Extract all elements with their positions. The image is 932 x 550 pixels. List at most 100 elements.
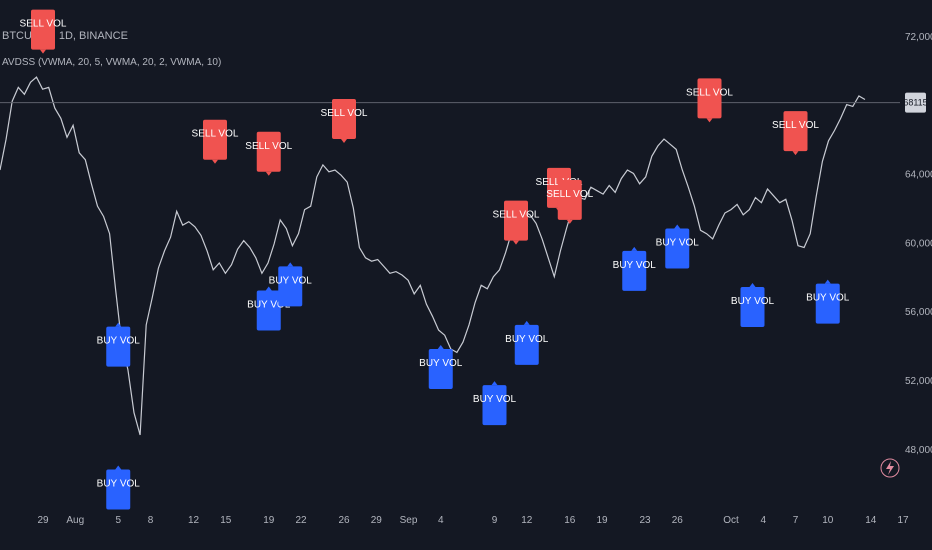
- signal-box: [783, 111, 808, 152]
- sell-signal-7: SELL VOL: [321, 99, 368, 144]
- signal-pointer: [491, 381, 498, 386]
- x-tick-label-8: 26: [338, 515, 350, 526]
- x-tick-label-4: 12: [188, 515, 200, 526]
- signal-box: [514, 324, 539, 365]
- signal-label: BUY VOL: [269, 275, 313, 286]
- signal-pointer: [265, 171, 272, 176]
- x-tick-label-20: 7: [793, 515, 799, 526]
- buy-signal-11: BUY VOL: [505, 320, 549, 365]
- signal-pointer: [749, 283, 756, 288]
- signal-pointer: [437, 344, 444, 349]
- y-tick-label-2: 60,000.0: [905, 238, 932, 249]
- x-tick-label-22: 14: [865, 515, 877, 526]
- signal-label: BUY VOL: [473, 394, 517, 405]
- x-tick-label-2: 5: [115, 515, 121, 526]
- signal-box: [256, 131, 281, 172]
- sell-signal-0: SELL VOL: [20, 9, 67, 54]
- signal-pointer: [674, 224, 681, 229]
- current-price-box-bg: [905, 92, 926, 113]
- price-series-line: [0, 76, 866, 436]
- signal-pointer: [792, 151, 799, 156]
- current-price-box-label: 68115: [903, 98, 927, 108]
- x-tick-label-15: 19: [596, 515, 608, 526]
- signal-label: SELL VOL: [192, 129, 239, 140]
- x-tick-label-13: 12: [521, 515, 533, 526]
- x-tick-label-18: Oct: [723, 515, 739, 526]
- signal-box: [504, 200, 528, 241]
- sell-signal-3: SELL VOL: [192, 119, 239, 164]
- sell-signal-10: SELL VOL: [493, 200, 540, 245]
- signal-pointer: [115, 322, 122, 327]
- x-tick-label-11: 4: [438, 515, 444, 526]
- signal-pointer: [115, 465, 122, 470]
- signal-box: [106, 326, 131, 367]
- signal-pointer: [706, 118, 713, 123]
- signal-label: BUY VOL: [97, 478, 141, 489]
- buy-signal-19: BUY VOL: [806, 279, 850, 324]
- signal-label: BUY VOL: [806, 293, 850, 304]
- signal-pointer: [287, 262, 294, 267]
- signal-pointer: [341, 139, 347, 144]
- current-price-box: 68115: [903, 92, 928, 113]
- signal-label: SELL VOL: [546, 189, 593, 200]
- y-tick-label-5: 48,000.0: [905, 445, 932, 456]
- signal-pointer: [40, 49, 46, 54]
- x-tick-label-17: 26: [672, 515, 684, 526]
- y-tick-label-0: 72,000.0: [905, 32, 932, 43]
- signal-box: [332, 99, 356, 140]
- y-tick-label-3: 56,000.0: [905, 307, 932, 318]
- x-tick-label-9: 29: [371, 515, 383, 526]
- signal-label: BUY VOL: [247, 299, 291, 310]
- buy-signal-9: BUY VOL: [473, 381, 517, 426]
- signal-box: [815, 283, 840, 324]
- signal-label: BUY VOL: [505, 334, 549, 345]
- lightning-icon: [880, 458, 900, 478]
- signal-pointer: [824, 279, 831, 284]
- x-tick-label-1: Aug: [66, 515, 84, 526]
- sell-signal-4: SELL VOL: [245, 131, 293, 176]
- buy-signal-14: BUY VOL: [613, 246, 656, 291]
- signal-box: [740, 287, 765, 328]
- signal-label: SELL VOL: [245, 141, 292, 152]
- y-tick-label-4: 52,000.0: [905, 376, 932, 387]
- x-tick-label-3: 8: [148, 515, 154, 526]
- buy-signal-15: BUY VOL: [656, 224, 700, 269]
- x-tick-label-23: 17: [897, 515, 909, 526]
- signal-box: [482, 385, 507, 426]
- signal-box: [428, 348, 453, 389]
- x-tick-label-12: 9: [492, 515, 498, 526]
- indicator-header[interactable]: AVDSS (VWMA, 20, 5, VWMA, 20, 2, VWMA, 1…: [2, 57, 222, 68]
- signal-pointer: [566, 219, 573, 224]
- signal-label: SELL VOL: [686, 87, 733, 98]
- lightning-icon-ring: [880, 458, 900, 478]
- signal-box: [203, 119, 227, 160]
- x-tick-label-14: 16: [564, 515, 576, 526]
- x-tick-label-0: 29: [37, 515, 49, 526]
- sell-signal-16: SELL VOL: [686, 78, 733, 123]
- signal-pointer: [513, 240, 519, 245]
- signal-pointer: [523, 320, 530, 325]
- signal-box: [31, 9, 55, 50]
- signal-box: [278, 266, 303, 307]
- signal-box: [622, 250, 647, 291]
- signal-label: BUY VOL: [419, 358, 463, 369]
- signal-box: [256, 290, 281, 331]
- signal-label: BUY VOL: [97, 336, 141, 347]
- buy-signal-5: BUY VOL: [247, 286, 291, 331]
- sell-signal-13: SELL VOL: [546, 179, 594, 224]
- signal-pointer: [631, 246, 638, 251]
- signal-label: SELL VOL: [20, 19, 67, 30]
- buy-signal-2: BUY VOL: [97, 465, 141, 510]
- signal-label: SELL VOL: [772, 120, 819, 131]
- x-tick-label-10: Sep: [400, 515, 418, 526]
- signal-label: BUY VOL: [656, 238, 700, 249]
- signal-box: [557, 179, 582, 220]
- y-tick-label-1: 64,000.0: [905, 169, 932, 180]
- x-tick-label-6: 19: [263, 515, 275, 526]
- buy-signal-17: BUY VOL: [731, 283, 775, 328]
- buy-signal-8: BUY VOL: [419, 344, 463, 389]
- signal-label: SELL VOL: [321, 108, 368, 119]
- signal-box: [697, 78, 722, 119]
- x-tick-label-16: 23: [639, 515, 651, 526]
